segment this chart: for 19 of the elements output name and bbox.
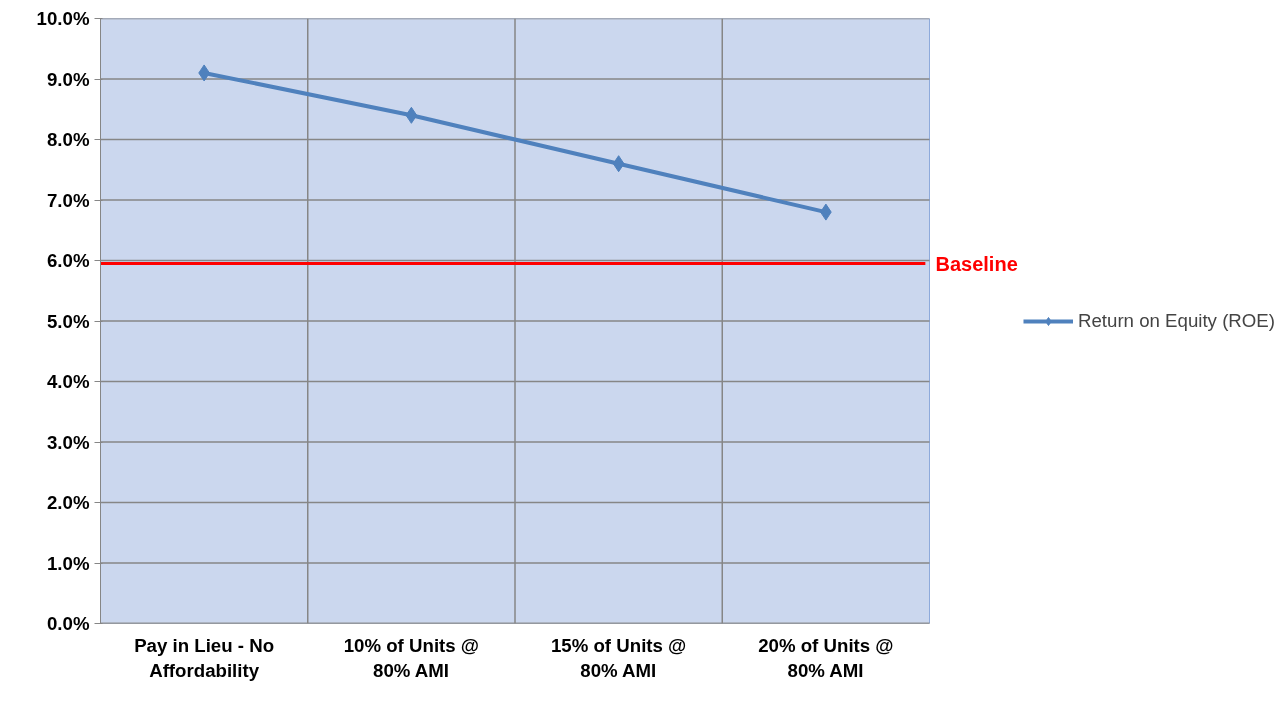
y-tick-label: 10.0% bbox=[36, 8, 90, 29]
y-tick-label: 0.0% bbox=[46, 613, 90, 634]
y-tick-label: 8.0% bbox=[46, 129, 90, 150]
y-tick-label: 9.0% bbox=[46, 68, 90, 90]
y-tick-label: 7.0% bbox=[46, 189, 90, 211]
point bbox=[612, 155, 625, 173]
x-tick-label: 10% of Units @ 80% AMI bbox=[343, 634, 480, 681]
ref-line-label: Baseline bbox=[935, 252, 1018, 275]
x-tick-label: Pay in Lieu - No Affordability bbox=[134, 634, 275, 681]
y-tick-label: 2.0% bbox=[46, 492, 90, 513]
y-tick-label: 5.0% bbox=[46, 310, 90, 332]
x-tick-label: 20% of Units @ 80% AMI bbox=[758, 634, 894, 681]
point bbox=[405, 106, 418, 124]
y-tick-label: 6.0% bbox=[46, 250, 90, 271]
y-tick-label: 4.0% bbox=[46, 371, 90, 392]
x-tick-label: 15% of Units @ 80% AMI bbox=[550, 634, 687, 681]
y-tick-label: 3.0% bbox=[46, 431, 90, 453]
y-tick-label: 1.0% bbox=[46, 552, 90, 574]
legend-label: Return on Equity (ROE) bbox=[1077, 309, 1275, 332]
